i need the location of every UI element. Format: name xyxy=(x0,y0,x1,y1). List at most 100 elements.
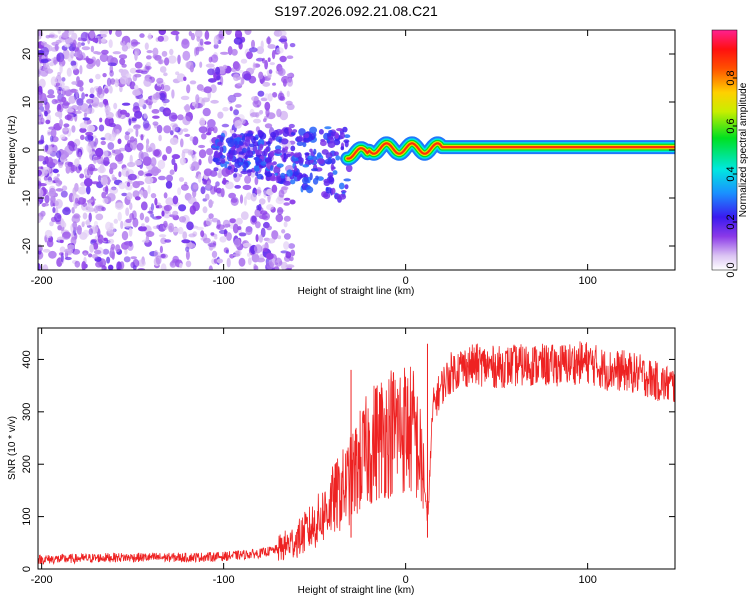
noise-blob xyxy=(210,54,219,63)
noise-blob xyxy=(50,76,58,86)
noise-blob xyxy=(262,247,268,252)
noise-blob xyxy=(104,132,112,141)
noise-blob xyxy=(109,70,114,77)
noise-blob xyxy=(65,37,74,45)
noise-blob xyxy=(143,112,148,119)
noise-blob xyxy=(129,140,138,150)
noise-blob xyxy=(196,226,204,231)
noise-blob xyxy=(170,30,180,36)
noise-blob xyxy=(225,181,234,190)
noise-blob xyxy=(53,59,58,65)
transition-blob xyxy=(299,174,304,179)
noise-blob xyxy=(235,217,243,225)
noise-blob xyxy=(95,73,101,80)
noise-blob xyxy=(220,188,225,198)
transition-blob xyxy=(309,172,313,181)
noise-blob xyxy=(47,89,55,96)
transition-blob xyxy=(335,155,341,161)
noise-blob xyxy=(86,199,94,203)
noise-blob xyxy=(145,173,153,177)
noise-blob xyxy=(160,83,165,91)
noise-blob xyxy=(225,30,232,35)
noise-blob xyxy=(95,261,103,268)
noise-blob xyxy=(155,215,162,219)
noise-blob xyxy=(74,194,80,199)
noise-blob xyxy=(274,257,283,267)
noise-blob xyxy=(222,107,229,112)
noise-blob xyxy=(161,50,168,57)
transition-blob xyxy=(285,155,289,159)
noise-blob xyxy=(45,180,54,185)
noise-blob xyxy=(129,136,135,143)
spectrogram-marks xyxy=(38,30,675,270)
noise-blob xyxy=(260,210,268,215)
noise-blob xyxy=(216,258,223,264)
y-tick-label: -20 xyxy=(21,238,33,254)
noise-blob xyxy=(38,169,42,177)
noise-blob xyxy=(281,229,286,234)
transition-blob xyxy=(227,165,232,170)
noise-blob xyxy=(215,66,221,75)
noise-blob xyxy=(180,95,190,101)
noise-blob xyxy=(268,69,273,74)
noise-blob xyxy=(119,75,129,85)
noise-blob xyxy=(172,195,179,205)
transition-blob xyxy=(344,184,349,190)
noise-blob xyxy=(286,77,294,87)
noise-blob xyxy=(77,79,84,88)
noise-blob xyxy=(185,260,192,268)
noise-blob xyxy=(226,232,232,241)
noise-blob xyxy=(177,54,181,65)
noise-blob xyxy=(235,104,242,108)
noise-blob xyxy=(57,225,62,231)
noise-blob xyxy=(209,127,215,132)
noise-blob xyxy=(181,239,191,244)
noise-blob xyxy=(283,197,291,201)
noise-blob xyxy=(216,75,221,81)
transition-blob xyxy=(249,143,255,148)
noise-blob xyxy=(125,73,132,79)
noise-blob xyxy=(138,226,147,232)
noise-blob xyxy=(49,221,54,227)
noise-blob xyxy=(85,219,91,227)
noise-blob xyxy=(188,30,193,37)
transition-blob xyxy=(233,167,238,173)
noise-blob xyxy=(267,44,276,49)
noise-blob xyxy=(191,154,197,162)
noise-blob xyxy=(198,126,208,134)
transition-blob xyxy=(231,133,237,138)
noise-blob xyxy=(88,78,94,84)
noise-blob xyxy=(126,181,131,187)
noise-blob xyxy=(168,222,174,233)
noise-blob xyxy=(46,94,56,99)
noise-blob xyxy=(88,228,93,236)
noise-blob xyxy=(266,261,275,270)
noise-blob xyxy=(79,86,84,92)
noise-blob xyxy=(118,182,126,190)
noise-blob xyxy=(44,147,48,153)
noise-blob xyxy=(161,210,165,217)
noise-blob xyxy=(140,134,144,141)
noise-blob xyxy=(200,186,206,195)
noise-blob xyxy=(107,62,117,67)
noise-blob xyxy=(111,174,115,181)
noise-blob xyxy=(74,260,81,268)
noise-blob xyxy=(146,61,151,67)
noise-blob xyxy=(201,99,206,107)
noise-blob xyxy=(277,92,285,101)
noise-blob xyxy=(153,249,159,259)
noise-blob xyxy=(61,85,70,91)
noise-blob xyxy=(62,231,71,239)
noise-blob xyxy=(70,50,75,59)
noise-blob xyxy=(260,40,264,50)
noise-blob xyxy=(153,93,161,100)
noise-blob xyxy=(180,138,184,148)
noise-blob xyxy=(59,134,66,140)
noise-blob xyxy=(100,137,106,141)
transition-blob xyxy=(317,158,325,165)
noise-blob xyxy=(86,107,95,114)
noise-blob xyxy=(219,236,227,243)
noise-blob xyxy=(207,119,216,128)
noise-blob xyxy=(213,167,219,172)
